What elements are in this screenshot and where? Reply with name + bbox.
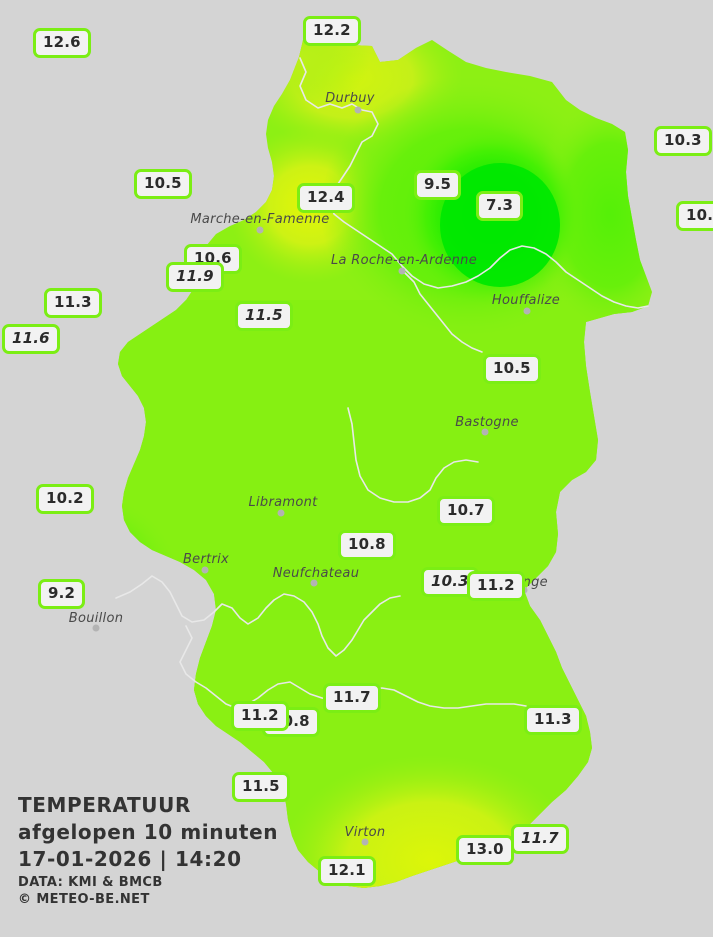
city-label: La Roche-en-Ardenne <box>331 253 477 268</box>
temperature-label[interactable]: 11.7 <box>511 824 569 854</box>
temperature-label[interactable]: 11.5 <box>232 772 290 802</box>
city-label: Bertrix <box>182 552 230 567</box>
city-label: Libramont <box>248 495 318 510</box>
city-dot <box>277 509 285 517</box>
temperature-label[interactable]: 10.5 <box>483 354 541 384</box>
temperature-label[interactable]: 9.5 <box>414 170 462 200</box>
temperature-label[interactable]: 11.7 <box>323 683 381 713</box>
city-dot <box>354 106 362 114</box>
temperature-label[interactable]: 11.2 <box>231 701 289 731</box>
temperature-label[interactable]: 12.2 <box>303 16 361 46</box>
temperature-label[interactable]: 12.4 <box>297 183 355 213</box>
temperature-label[interactable]: 13.0 <box>456 835 514 865</box>
city-label: Neufchateau <box>272 566 360 581</box>
city-dot <box>201 566 209 574</box>
city-dot <box>256 226 264 234</box>
temperature-label[interactable]: 12.1 <box>318 856 376 886</box>
temperature-label[interactable]: 10.3 <box>654 126 712 156</box>
temperature-label[interactable]: 10.5 <box>676 201 713 231</box>
caption-title: TEMPERATUUR <box>18 793 191 817</box>
temperature-label[interactable]: 11.2 <box>467 571 525 601</box>
city-label: Bastogne <box>455 415 519 430</box>
city-dot <box>481 428 489 436</box>
city-dot <box>310 579 318 587</box>
caption-timestamp: 17-01-2026 | 14:20 <box>18 847 242 871</box>
temperature-label[interactable]: 10.5 <box>134 169 192 199</box>
temperature-label[interactable]: 11.3 <box>44 288 102 318</box>
city-dot <box>398 267 406 275</box>
city-label: Houffalize <box>491 293 561 308</box>
temperature-label[interactable]: 11.6 <box>2 324 60 354</box>
temperature-label[interactable]: 12.6 <box>33 28 91 58</box>
temperature-label[interactable]: 10.2 <box>36 484 94 514</box>
caption-source: DATA: KMI & BMCB <box>18 875 163 890</box>
temperature-label[interactable]: 7.3 <box>476 191 524 221</box>
temperature-label[interactable]: 10.7 <box>437 496 495 526</box>
city-label: Marche-en-Famenne <box>190 212 330 227</box>
caption-credit: © METEO-BE.NET <box>18 892 150 907</box>
temperature-label[interactable]: 11.9 <box>166 262 224 292</box>
city-label: Bouillon <box>68 611 124 626</box>
temperature-label[interactable]: 11.3 <box>524 705 582 735</box>
city-dot <box>92 624 100 632</box>
temperature-label[interactable]: 9.2 <box>38 579 86 609</box>
map-caption: TEMPERATUUR afgelopen 10 minuten 17-01-2… <box>18 795 278 910</box>
temperature-label[interactable]: 10.8 <box>338 530 396 560</box>
temperature-label[interactable]: 11.5 <box>235 301 293 331</box>
caption-subtitle: afgelopen 10 minuten <box>18 820 279 844</box>
city-label: Durbuy <box>325 91 375 106</box>
city-dot <box>523 307 531 315</box>
city-dot <box>361 838 369 846</box>
city-label: Virton <box>344 825 386 840</box>
